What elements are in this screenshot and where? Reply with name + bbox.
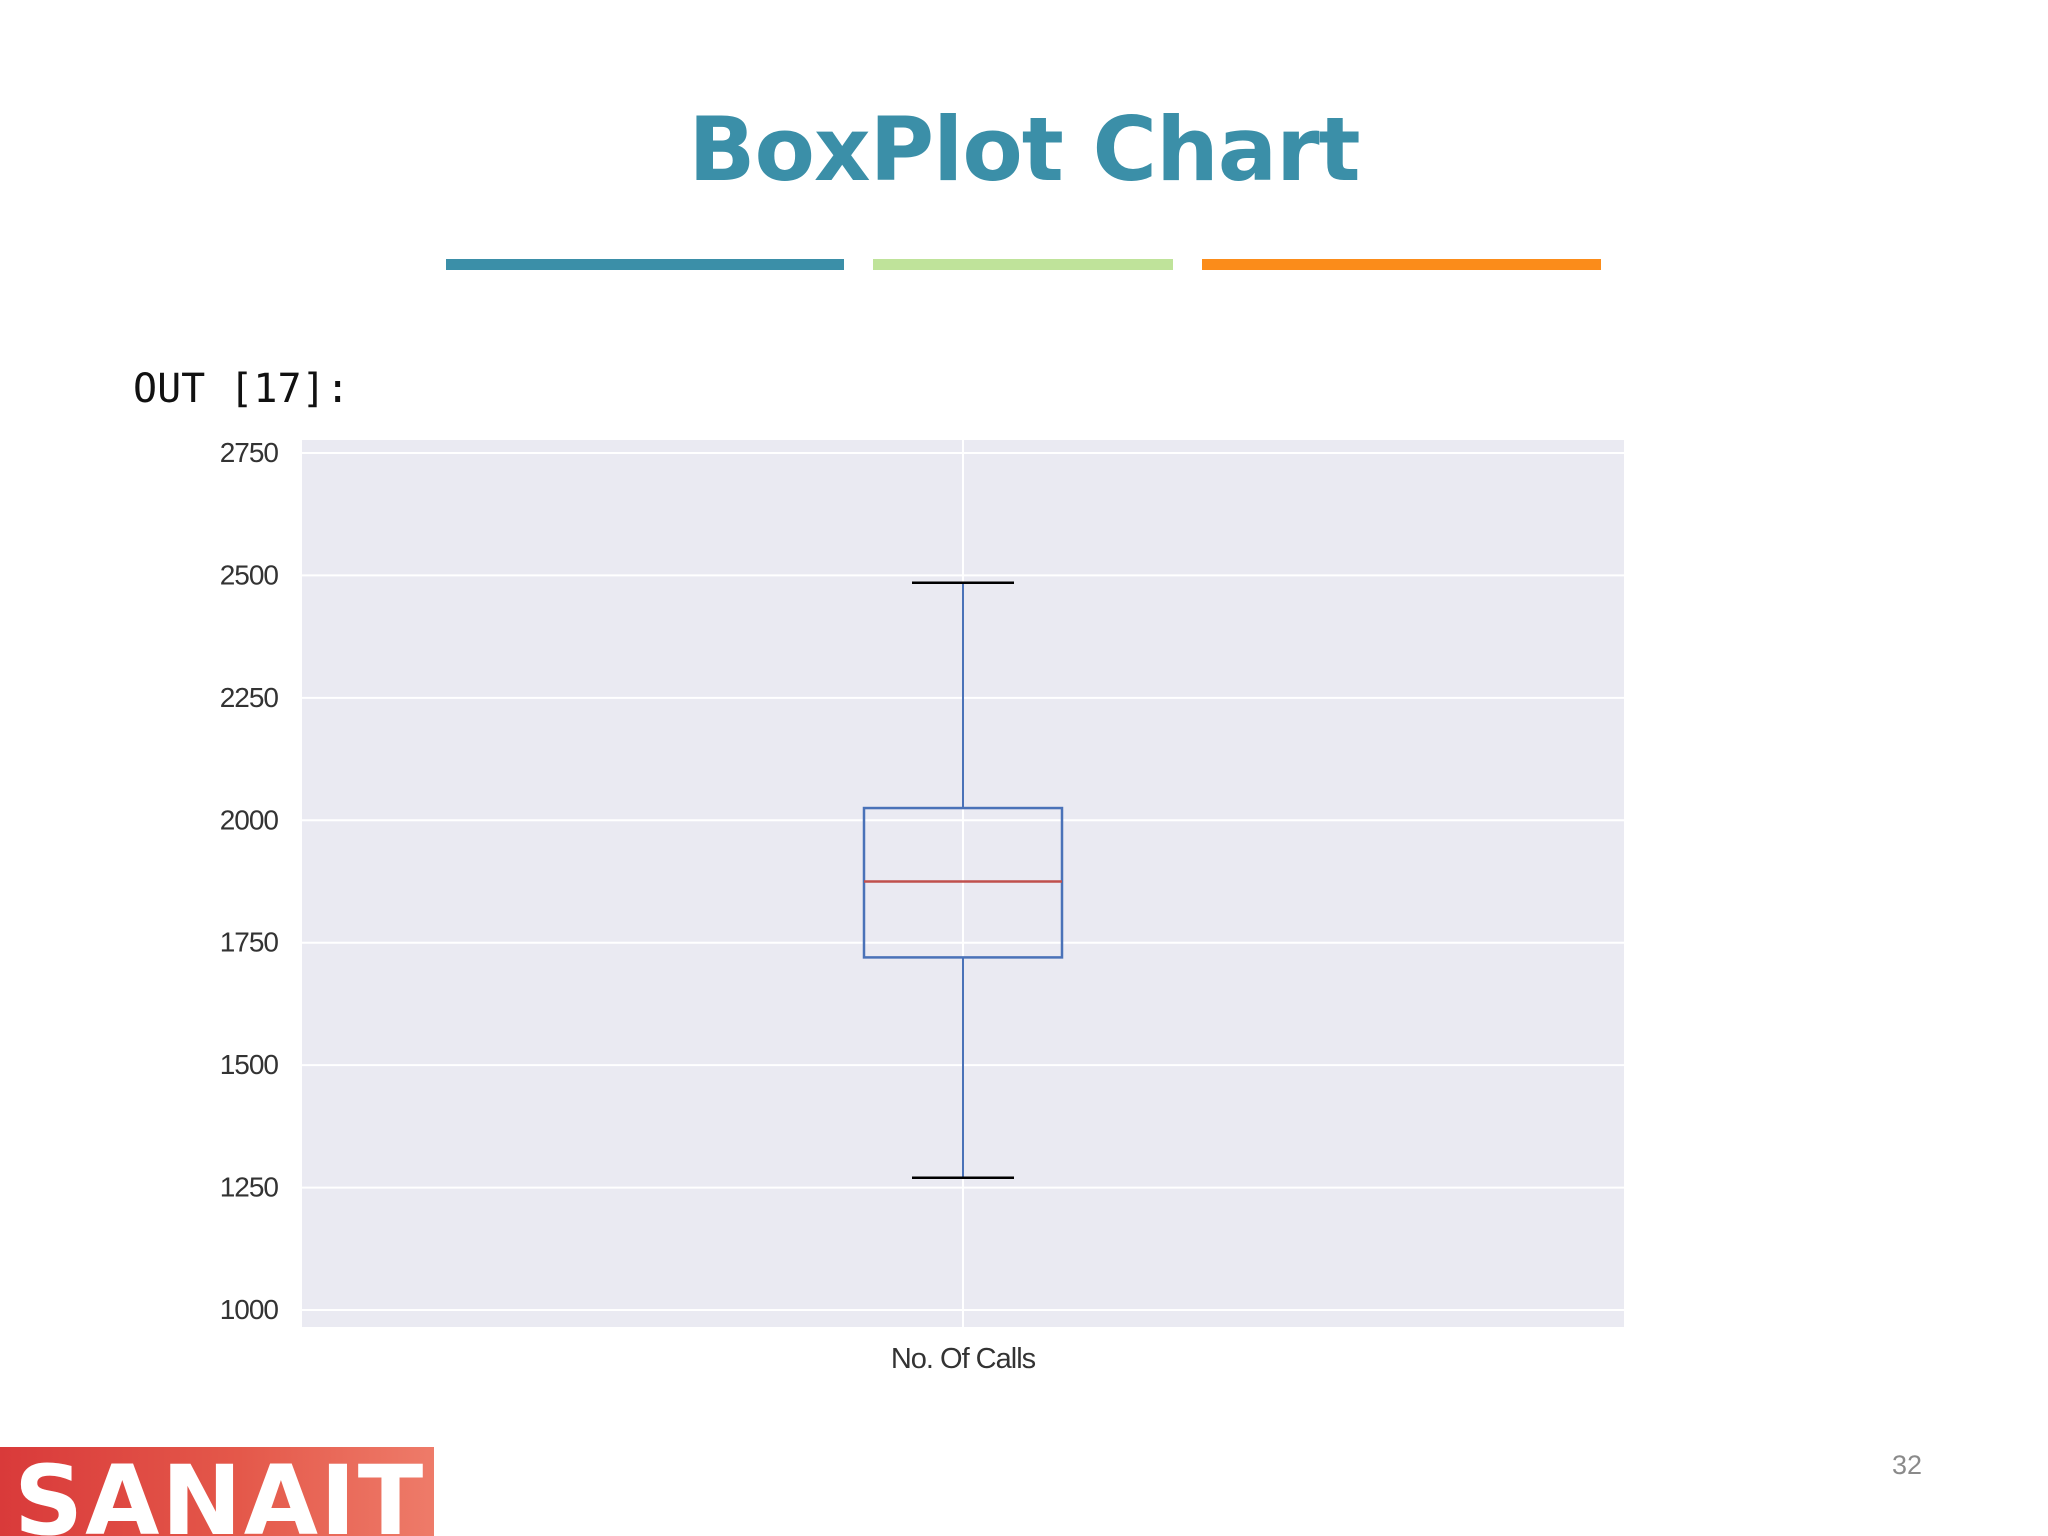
y-tick-label: 1250 <box>220 1172 279 1203</box>
divider-bar-green <box>873 259 1173 270</box>
y-tick-label: 2250 <box>220 682 279 713</box>
divider-bar-teal <box>446 259 844 270</box>
y-tick-label: 1750 <box>220 927 279 958</box>
logo-text: SANAITICS <box>14 1447 434 1536</box>
y-tick-label: 2000 <box>220 804 279 835</box>
page-number: 32 <box>1892 1450 1923 1480</box>
y-tick-label: 1500 <box>220 1049 279 1080</box>
y-tick-label: 2750 <box>220 437 279 468</box>
divider-bar-orange <box>1202 259 1601 270</box>
y-tick-label: 2500 <box>220 559 279 590</box>
boxplot-chart: 1000 1250 1500 1750 2000 2250 2500 2750 No. Of C… <box>220 437 1624 1375</box>
x-tick-label: No. Of Calls <box>891 1343 1036 1375</box>
slide-title: BoxPlot Chart <box>688 98 1360 201</box>
output-cell-label: OUT [17]: <box>133 366 350 412</box>
company-logo: SANAITICS <box>0 1447 434 1536</box>
y-tick-label: 1000 <box>220 1294 279 1325</box>
